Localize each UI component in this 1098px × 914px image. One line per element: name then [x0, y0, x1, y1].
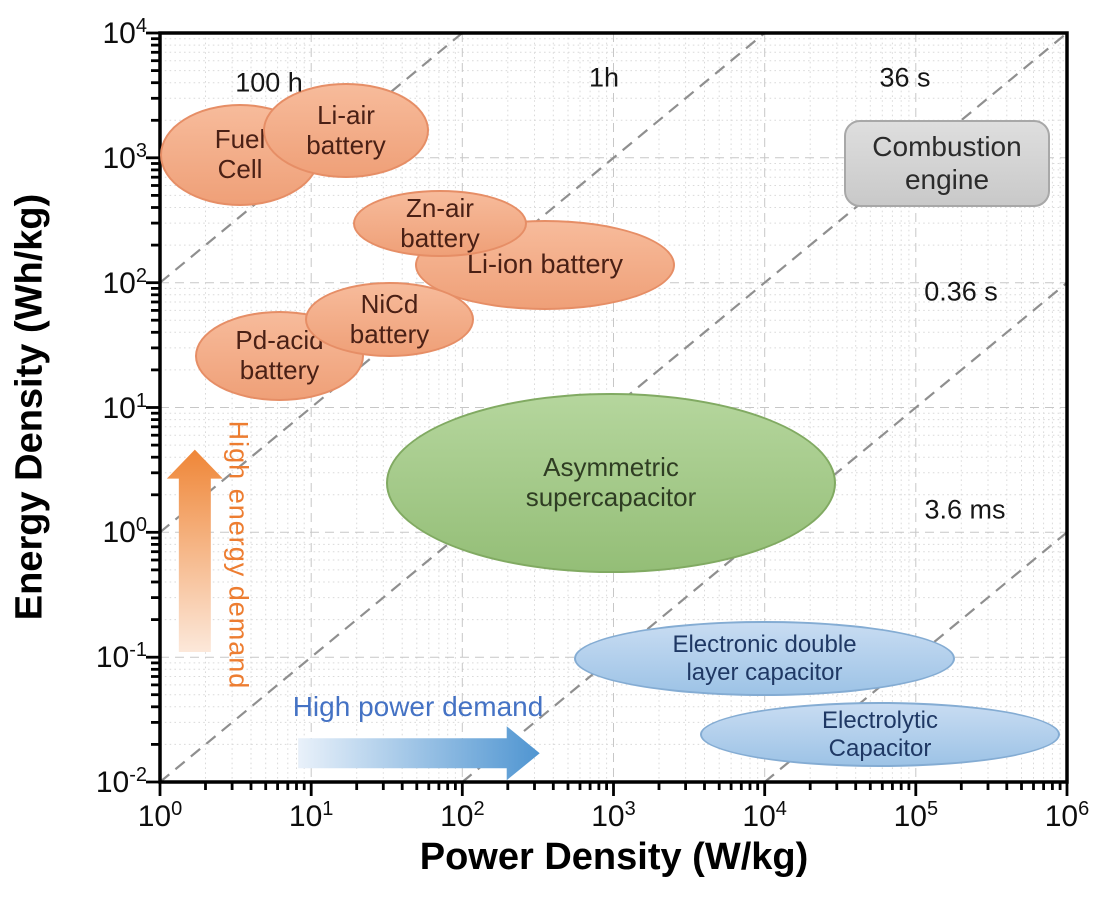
region-label: Combustion: [872, 131, 1022, 163]
tick-base: 10: [893, 800, 927, 833]
tick-base: 10: [102, 391, 136, 425]
annotation-arrows: [166, 449, 540, 781]
tick-base: 10: [288, 800, 323, 833]
region-zn-air-battery: Zn-air battery: [353, 190, 527, 257]
y-tick-label: 103: [103, 140, 148, 176]
tick-base: 10: [137, 800, 172, 833]
y-tick-label: 101: [103, 390, 148, 426]
isotime-label: 3.6 ms: [924, 494, 1006, 525]
tick-exponent: 1: [135, 389, 147, 412]
region-label: battery: [239, 355, 320, 385]
region-label: layer capacitor: [686, 658, 843, 686]
tick-exponent: 4: [135, 15, 147, 37]
tick-exponent: 0: [135, 514, 147, 537]
y-tick-label: 10-2: [96, 764, 147, 800]
plot-area: Fuel Cell Li-air battery Li-ion battery Zn-ai…: [160, 33, 1067, 782]
high-energy-arrow: [166, 449, 223, 652]
tick-exponent: 6: [1078, 798, 1090, 820]
tick-base: 10: [102, 141, 136, 175]
x-tick-label: 105: [894, 798, 939, 834]
region-electronic-double-layer-capacitor: Electronic double layer capacitor: [574, 621, 955, 696]
tick-exponent: 2: [135, 264, 147, 287]
region-label: Fuel: [214, 124, 266, 155]
isotime-line: [159, 32, 464, 284]
y-tick-label: 102: [103, 265, 148, 301]
y-tick-label: 10-1: [96, 639, 147, 675]
tick-base: 10: [95, 766, 130, 799]
tick-exponent: 2: [473, 798, 485, 820]
isotime-label: 0.36 s: [924, 276, 998, 307]
tick-exponent: 3: [624, 798, 636, 820]
tick-base: 10: [742, 800, 776, 833]
high-power-arrow: [298, 726, 540, 781]
tick-exponent: 4: [775, 798, 787, 820]
region-label: Asymmetric: [543, 452, 679, 483]
annotation-high-energy-demand: High energy demand: [223, 420, 254, 690]
x-tick-label: 106: [1045, 798, 1090, 834]
tick-base: 10: [1044, 800, 1079, 833]
isotime-label: 100 h: [235, 67, 303, 98]
tick-base: 10: [102, 17, 136, 50]
x-tick-label: 103: [591, 798, 636, 834]
region-label: NiCd: [360, 288, 419, 319]
tick-exponent: -2: [129, 764, 147, 786]
region-label: Capacitor: [828, 734, 932, 762]
y-tick-label: 104: [103, 15, 148, 51]
annotation-high-power-demand: High power demand: [292, 691, 544, 722]
tick-base: 10: [102, 266, 136, 300]
isotime-line: [461, 281, 1068, 783]
tick-base: 10: [95, 641, 130, 675]
x-tick-label: 100: [138, 798, 183, 834]
isotime-label: 1h: [588, 62, 620, 93]
region-label: supercapacitor: [525, 482, 697, 512]
isotime-line: [159, 32, 766, 534]
region-label: Electronic double: [672, 630, 857, 658]
region-label: Cell: [217, 154, 263, 184]
tick-exponent: 3: [135, 139, 147, 162]
tick-exponent: 0: [171, 798, 183, 820]
tick-base: 10: [440, 800, 474, 833]
region-combustion-engine: Combustion engine: [844, 120, 1050, 207]
region-label: Electrolytic: [821, 706, 939, 734]
region-label: battery: [349, 318, 430, 349]
tick-base: 10: [102, 516, 136, 550]
region-asymmetric-supercapacitor: Asymmetric supercapacitor: [386, 393, 836, 573]
region-label: battery: [400, 222, 480, 253]
x-tick-label: 101: [289, 798, 334, 834]
region-nicd-battery: NiCd battery: [305, 282, 474, 357]
region-label: engine: [904, 163, 990, 195]
tick-exponent: 1: [322, 798, 334, 820]
region-li-air-battery: Li-air battery: [263, 83, 429, 178]
x-tick-label: 104: [742, 798, 787, 834]
isotime-label: 36 s: [879, 62, 931, 93]
tick-exponent: -1: [129, 639, 147, 662]
tick-base: 10: [591, 800, 625, 833]
region-label: Li-ion battery: [466, 249, 624, 280]
x-tick-label: 102: [440, 798, 485, 834]
y-tick-label: 100: [103, 514, 148, 550]
tick-exponent: 5: [926, 798, 939, 820]
x-axis-title: Power Density (W/kg): [419, 836, 809, 878]
region-electrolytic-capacitor: Electrolytic Capacitor: [700, 702, 1060, 767]
region-label: battery: [306, 129, 386, 160]
region-label: Zn-air: [406, 192, 474, 223]
region-label: Li-air: [317, 99, 375, 130]
